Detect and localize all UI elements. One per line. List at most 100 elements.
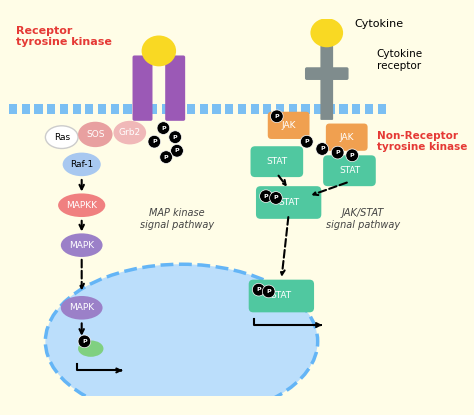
Bar xyxy=(289,104,297,115)
Bar xyxy=(149,104,157,115)
Bar xyxy=(251,104,259,115)
Text: SOS: SOS xyxy=(86,130,105,139)
Bar xyxy=(162,104,170,115)
Circle shape xyxy=(148,135,161,148)
Circle shape xyxy=(346,149,358,162)
Text: P: P xyxy=(335,150,340,155)
Bar xyxy=(301,104,310,115)
Bar xyxy=(136,104,144,115)
Text: P: P xyxy=(256,287,261,292)
Text: P: P xyxy=(82,339,87,344)
Ellipse shape xyxy=(78,122,112,147)
FancyBboxPatch shape xyxy=(305,67,328,80)
Bar xyxy=(98,104,106,115)
Text: Receptor
tyrosine kinase: Receptor tyrosine kinase xyxy=(16,25,112,47)
Text: MAPK: MAPK xyxy=(69,241,94,250)
Ellipse shape xyxy=(46,126,78,149)
Text: P: P xyxy=(350,153,355,158)
Text: MAPK: MAPK xyxy=(69,303,94,312)
Circle shape xyxy=(160,151,173,164)
Bar xyxy=(35,104,43,115)
FancyBboxPatch shape xyxy=(133,56,153,121)
Text: Ras: Ras xyxy=(54,133,70,142)
Text: STAT: STAT xyxy=(266,157,287,166)
Text: Cytokine: Cytokine xyxy=(354,19,403,29)
Circle shape xyxy=(271,110,283,122)
Bar xyxy=(22,104,30,115)
FancyBboxPatch shape xyxy=(268,112,310,139)
Bar xyxy=(60,104,68,115)
Text: MAP kinase
signal pathway: MAP kinase signal pathway xyxy=(140,208,214,229)
Text: JAK: JAK xyxy=(339,133,354,142)
Bar xyxy=(276,104,284,115)
FancyBboxPatch shape xyxy=(256,186,321,219)
Text: Grb2: Grb2 xyxy=(118,128,141,137)
Circle shape xyxy=(157,122,170,134)
Ellipse shape xyxy=(46,264,318,415)
Text: Raf-1: Raf-1 xyxy=(70,160,93,169)
Circle shape xyxy=(331,146,344,159)
Ellipse shape xyxy=(61,233,102,257)
Ellipse shape xyxy=(61,296,102,320)
Circle shape xyxy=(270,192,283,204)
FancyBboxPatch shape xyxy=(165,56,185,121)
Text: P: P xyxy=(264,194,268,199)
Circle shape xyxy=(169,131,182,144)
FancyBboxPatch shape xyxy=(251,146,303,177)
Bar xyxy=(238,104,246,115)
Bar xyxy=(263,104,272,115)
Circle shape xyxy=(301,135,313,148)
Ellipse shape xyxy=(142,36,176,66)
Text: STAT: STAT xyxy=(278,198,299,207)
Bar xyxy=(174,104,182,115)
Bar xyxy=(111,104,119,115)
Text: P: P xyxy=(173,134,177,140)
Bar xyxy=(123,104,132,115)
Circle shape xyxy=(78,335,91,348)
Bar xyxy=(212,104,220,115)
Circle shape xyxy=(260,190,272,203)
Circle shape xyxy=(252,283,265,296)
FancyBboxPatch shape xyxy=(326,124,368,151)
Bar xyxy=(85,104,93,115)
FancyBboxPatch shape xyxy=(249,280,314,312)
Bar xyxy=(365,104,373,115)
FancyBboxPatch shape xyxy=(0,19,430,396)
Circle shape xyxy=(171,144,183,157)
Text: STAT: STAT xyxy=(271,291,292,300)
Ellipse shape xyxy=(113,121,146,144)
Text: STAT: STAT xyxy=(339,166,360,175)
FancyBboxPatch shape xyxy=(320,46,333,120)
Text: JAK: JAK xyxy=(282,121,296,130)
Text: Cytokine
receptor: Cytokine receptor xyxy=(377,49,423,71)
Bar xyxy=(314,104,322,115)
Text: P: P xyxy=(304,139,309,144)
Text: JAK/STAT
signal pathway: JAK/STAT signal pathway xyxy=(326,208,400,229)
Bar xyxy=(352,104,360,115)
Text: P: P xyxy=(152,139,156,144)
Bar xyxy=(73,104,81,115)
Text: P: P xyxy=(320,146,325,151)
Text: P: P xyxy=(175,148,179,153)
Bar xyxy=(225,104,233,115)
Bar xyxy=(327,104,335,115)
Bar xyxy=(9,104,17,115)
Text: Non-Receptor
tyrosine kinase: Non-Receptor tyrosine kinase xyxy=(377,131,467,152)
FancyBboxPatch shape xyxy=(323,155,376,186)
Circle shape xyxy=(316,143,328,155)
Bar xyxy=(378,104,386,115)
FancyBboxPatch shape xyxy=(325,67,348,80)
Text: P: P xyxy=(266,289,271,294)
Text: MAPKK: MAPKK xyxy=(66,201,97,210)
Text: P: P xyxy=(164,155,168,160)
Circle shape xyxy=(262,285,275,298)
Text: P: P xyxy=(274,114,279,119)
Ellipse shape xyxy=(63,153,101,176)
Ellipse shape xyxy=(58,193,105,217)
Ellipse shape xyxy=(78,340,103,357)
Ellipse shape xyxy=(310,18,343,47)
Text: P: P xyxy=(273,195,278,200)
Bar xyxy=(339,104,347,115)
Text: P: P xyxy=(161,126,166,131)
Bar xyxy=(200,104,208,115)
